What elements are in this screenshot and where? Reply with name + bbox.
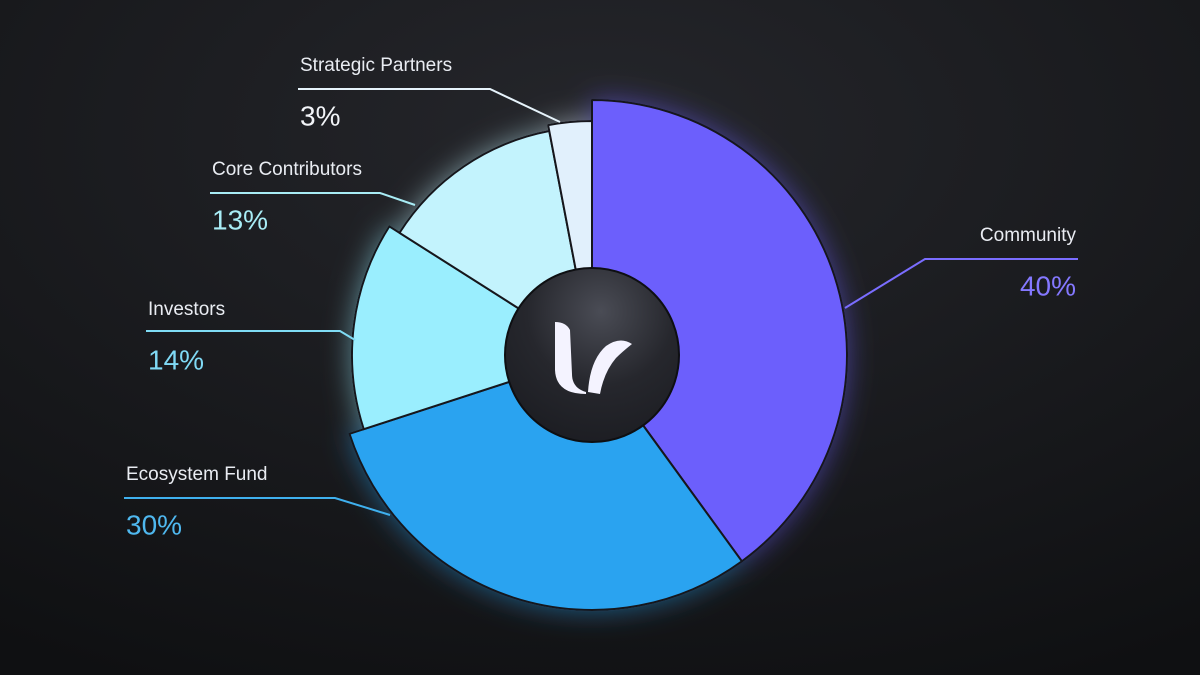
slice-name: Strategic Partners <box>300 55 452 76</box>
labels: Community 40% Ecosystem Fund 30% Investors 14… <box>124 55 1078 540</box>
leader-line <box>844 258 1078 309</box>
slice-value: 14% <box>148 344 204 375</box>
pie-slice <box>591 99 848 563</box>
slice-value: 13% <box>212 204 268 235</box>
slice-name: Core Contributors <box>212 159 362 180</box>
slice-value: 30% <box>126 509 182 540</box>
pie-slice <box>351 225 593 431</box>
leader-line <box>210 192 416 206</box>
logo <box>555 322 632 394</box>
leader-line <box>124 497 391 516</box>
center-hub <box>504 267 680 443</box>
leader-line <box>298 88 561 123</box>
slice-name: Community <box>980 225 1077 246</box>
slice-value: 40% <box>1020 270 1076 301</box>
leader-line <box>146 330 356 341</box>
slice-name: Ecosystem Fund <box>126 464 268 485</box>
pie <box>348 99 848 611</box>
slice-value: 3% <box>300 100 340 131</box>
pie-slice <box>348 354 743 611</box>
slice-name: Investors <box>148 299 225 320</box>
